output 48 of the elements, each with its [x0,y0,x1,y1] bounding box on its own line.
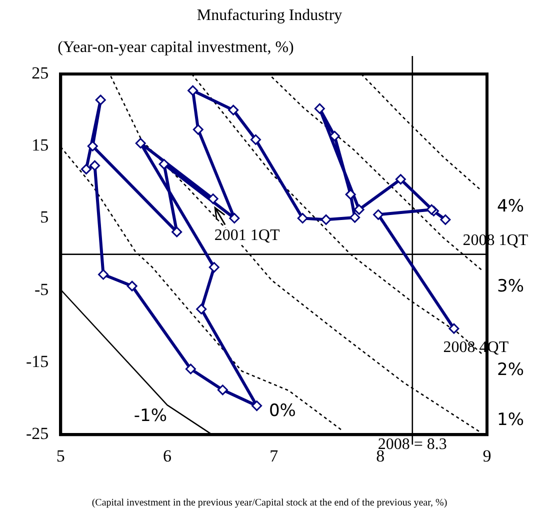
point [185,364,196,374]
point [95,94,106,106]
point [90,160,100,171]
y-axis-title: (Year-on-year capital investment, %) [58,39,294,56]
point [320,214,332,225]
x-tick-label: 9 [482,446,492,466]
series-label: 2% [497,360,524,380]
series-label: 0% [268,400,296,421]
annotation: 2001 1QT [214,226,280,244]
series-label: 1% [497,410,524,430]
point [208,262,220,273]
chart-title: Mnufacturing Industry [196,7,342,24]
point [196,304,207,314]
point [297,212,308,224]
point [217,384,228,396]
point [354,204,364,215]
point [158,158,170,170]
y-tick-label: 5 [40,208,49,227]
point [252,400,262,411]
point [314,103,325,114]
y-tick-label: 25 [32,63,49,82]
point [208,194,218,204]
point [135,138,146,148]
x-tick-label: 5 [56,446,65,466]
point [440,214,451,225]
y-tick-label: -25 [26,424,49,444]
y-tick-label: 15 [32,136,49,155]
point [172,226,182,238]
series-label: -1% [134,406,168,426]
point [228,104,239,116]
point [229,212,240,224]
series-label: 3% [497,276,524,296]
x-axis-title: (Capital investment in the previous year/Capital stock at the end of the previous year, %) [92,498,448,509]
y-tick-label: -5 [34,280,49,299]
point [350,212,360,223]
point [188,85,198,96]
x-tick-label: 7 [270,446,279,466]
point [448,323,460,334]
point [192,124,204,135]
y-tick-label: -15 [26,352,49,371]
series-label: 4% [497,196,524,216]
point [80,164,92,174]
point [373,209,384,220]
x-tick-label: 6 [162,446,172,466]
point [395,174,406,185]
point [126,280,138,292]
point [250,134,261,145]
point [98,269,109,280]
